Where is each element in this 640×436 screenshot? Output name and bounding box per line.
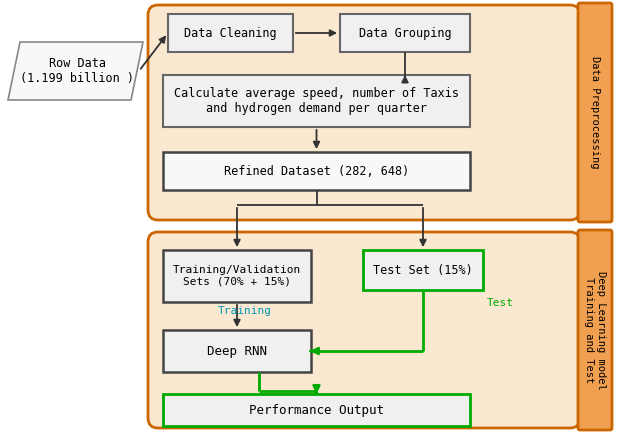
Text: Test Set (15%): Test Set (15%) (373, 263, 473, 276)
Bar (340, 14, 470, 52)
Bar (168, 14, 293, 52)
FancyBboxPatch shape (578, 3, 612, 222)
Bar (363, 250, 483, 290)
Text: Deep Learning model
Training and Test: Deep Learning model Training and Test (584, 271, 606, 389)
Bar (163, 394, 470, 426)
Text: Performance Output: Performance Output (249, 403, 384, 416)
Text: Training: Training (218, 306, 272, 316)
Text: Data Cleaning: Data Cleaning (184, 27, 277, 40)
FancyBboxPatch shape (148, 232, 580, 428)
FancyBboxPatch shape (578, 230, 612, 430)
Text: Training/Validation
Sets (70% + 15%): Training/Validation Sets (70% + 15%) (173, 265, 301, 287)
Text: Row Data
(1.199 billion ): Row Data (1.199 billion ) (20, 57, 134, 85)
FancyBboxPatch shape (148, 5, 580, 220)
Text: Data Grouping: Data Grouping (358, 27, 451, 40)
Text: Test: Test (487, 298, 514, 308)
Bar (163, 152, 470, 190)
Text: Refined Dataset (282, 648): Refined Dataset (282, 648) (224, 164, 409, 177)
Bar (163, 250, 311, 302)
Text: Deep RNN: Deep RNN (207, 344, 267, 358)
Polygon shape (8, 42, 143, 100)
Text: Calculate average speed, number of Taxis
and hydrogen demand per quarter: Calculate average speed, number of Taxis… (174, 87, 459, 115)
Text: Data Preprocessing: Data Preprocessing (590, 56, 600, 169)
Bar (163, 75, 470, 127)
Bar (163, 330, 311, 372)
